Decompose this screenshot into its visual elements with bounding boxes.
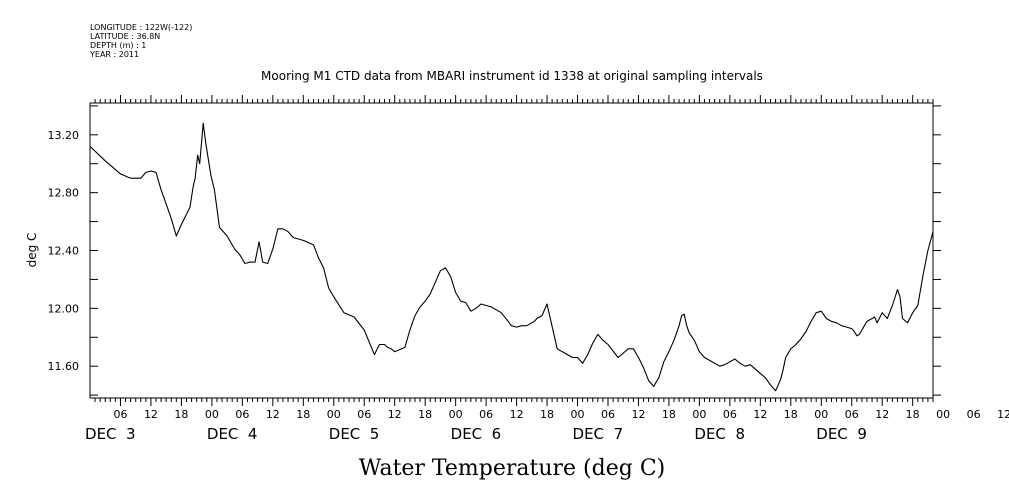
x-tick-label: 00 <box>814 408 828 421</box>
x-day-label: DEC 5 <box>329 425 380 443</box>
x-day-label: DEC 3 <box>85 425 136 443</box>
x-tick-label: 12 <box>144 408 158 421</box>
x-tick-label: 06 <box>113 408 127 421</box>
x-tick-label: 12 <box>266 408 280 421</box>
x-tick-label: 12 <box>631 408 645 421</box>
x-tick-label: 12 <box>875 408 889 421</box>
header-depth: DEPTH (m) : 1 <box>90 41 146 50</box>
y-tick-label: 12.40 <box>48 245 80 258</box>
series-line <box>89 122 934 392</box>
x-tick-label: 06 <box>723 408 737 421</box>
plot-frame <box>89 102 934 399</box>
x-tick-label: 18 <box>174 408 188 421</box>
x-tick-label: 06 <box>967 408 981 421</box>
x-tick-label: 18 <box>296 408 310 421</box>
x-tick-label: 12 <box>510 408 524 421</box>
x-axis: 06 12 18 00 06 12 18 00 06 12 18 00 06 12 18 00 06 12 18 00… <box>85 95 1009 443</box>
x-tick-label: 06 <box>235 408 249 421</box>
y-axis: 11.60 12.00 12.40 12.80 13.20 <box>48 105 941 396</box>
x-tick-label: 06 <box>357 408 371 421</box>
y-tick-label: 12.00 <box>48 302 80 315</box>
x-day-label: DEC 8 <box>694 425 745 443</box>
chart-title: Mooring M1 CTD data from MBARI instrumen… <box>261 69 763 83</box>
x-tick-label: 00 <box>205 408 219 421</box>
x-tick-label: 12 <box>753 408 767 421</box>
x-tick-label: 12 <box>997 408 1009 421</box>
x-day-label: DEC 9 <box>816 425 867 443</box>
x-day-label: DEC 4 <box>207 425 258 443</box>
x-tick-label: 18 <box>662 408 676 421</box>
header-latitude: LATITUDE : 36.8N <box>90 32 160 41</box>
x-tick-label: 18 <box>418 408 432 421</box>
y-tick-label: 13.20 <box>48 129 80 142</box>
x-tick-label: 00 <box>327 408 341 421</box>
header-year: YEAR : 2011 <box>89 50 139 59</box>
x-tick-label: 18 <box>906 408 920 421</box>
x-tick-label: 00 <box>936 408 950 421</box>
x-tick-label: 00 <box>449 408 463 421</box>
x-tick-label: 12 <box>388 408 402 421</box>
x-tick-label: 18 <box>540 408 554 421</box>
x-tick-label: 06 <box>601 408 615 421</box>
x-tick-label: 00 <box>571 408 585 421</box>
x-tick-label: 18 <box>784 408 798 421</box>
x-tick-label: 06 <box>479 408 493 421</box>
x-tick-label: 06 <box>845 408 859 421</box>
series-group <box>89 122 934 392</box>
x-day-label: DEC 6 <box>451 425 502 443</box>
y-tick-label: 11.60 <box>48 360 80 373</box>
x-axis-label: Water Temperature (deg C) <box>359 456 666 481</box>
y-axis-label: deg C <box>25 233 39 268</box>
y-tick-label: 12.80 <box>48 187 80 200</box>
x-tick-label: 00 <box>692 408 706 421</box>
x-day-label: DEC 7 <box>573 425 624 443</box>
header-longitude: LONGITUDE : 122W(-122) <box>90 23 192 32</box>
